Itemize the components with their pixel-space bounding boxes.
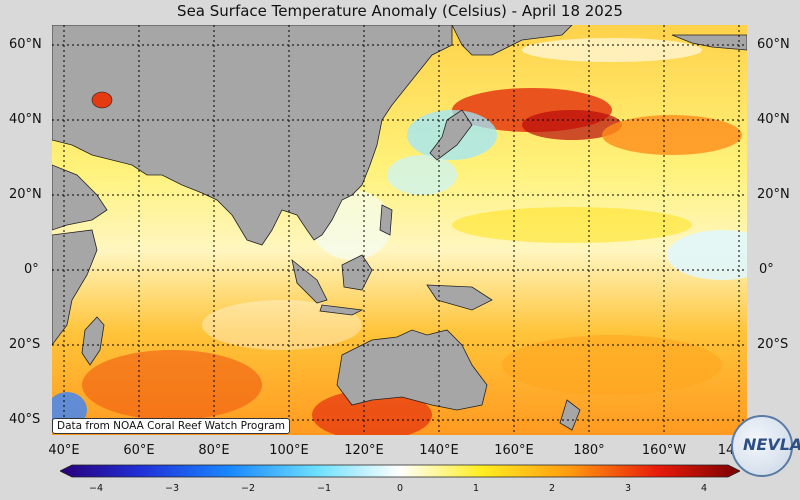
lat-label-left: 20°S	[9, 337, 41, 352]
lat-label-left: 40°S	[9, 412, 41, 427]
colorbar-tick: −1	[316, 483, 332, 494]
data-credit: Data from NOAA Coral Reef Watch Program	[52, 418, 290, 434]
lon-label: 160°E	[494, 443, 534, 458]
lon-label: 100°E	[269, 443, 309, 458]
lat-label-right: 40°N	[757, 112, 790, 127]
lat-label-right: 0°	[759, 262, 774, 277]
colorbar-tick: 0	[396, 483, 404, 494]
colorbar-tick: 1	[472, 483, 480, 494]
lon-label: 180°	[573, 443, 605, 458]
logo-text: NEVLAB	[743, 435, 800, 454]
lat-label-right: 60°N	[757, 37, 790, 52]
lon-label: 40°E	[48, 443, 80, 458]
colorbar-tick: 2	[548, 483, 556, 494]
lat-label-left: 0°	[24, 262, 39, 277]
lon-label: 60°E	[123, 443, 155, 458]
lat-label-right: 20°N	[757, 187, 790, 202]
lat-label-right: 20°S	[757, 337, 789, 352]
colorbar-tick: 4	[700, 483, 708, 494]
colorbar	[60, 464, 740, 478]
lat-label-left: 40°N	[9, 112, 42, 127]
lon-label: 160°W	[641, 443, 687, 458]
colorbar-tick: −4	[88, 483, 104, 494]
colorbar-tick: −3	[164, 483, 180, 494]
lon-label: 80°E	[198, 443, 230, 458]
caspian-sea	[91, 91, 113, 109]
nevlab-logo[interactable]: NEVLAB	[731, 415, 800, 477]
land-masses	[52, 25, 747, 431]
lon-label: 14	[717, 443, 735, 458]
lat-label-left: 20°N	[9, 187, 42, 202]
lat-label-left: 60°N	[9, 37, 42, 52]
map-canvas	[52, 25, 747, 435]
lon-label: 120°E	[344, 443, 384, 458]
map-title: Sea Surface Temperature Anomaly (Celsius…	[177, 2, 623, 20]
colorbar-tick: −2	[240, 483, 256, 494]
sst-anomaly-map	[52, 25, 747, 435]
lon-label: 140°E	[419, 443, 459, 458]
colorbar-tick: 3	[624, 483, 632, 494]
